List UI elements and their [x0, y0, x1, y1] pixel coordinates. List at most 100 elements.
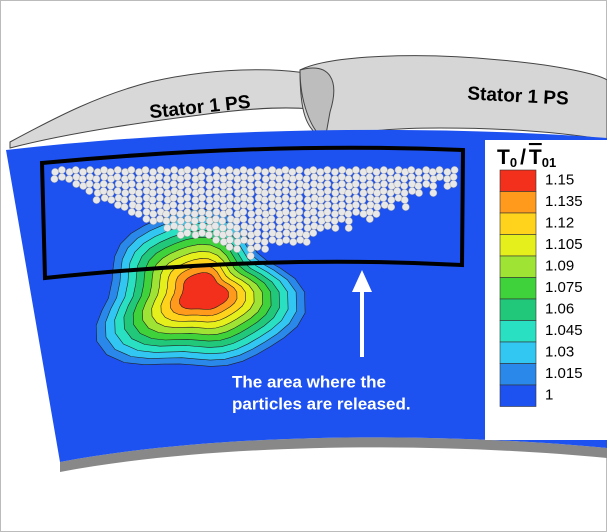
- particle: [275, 224, 284, 232]
- particle: [183, 194, 192, 202]
- particle: [100, 166, 108, 174]
- particle: [352, 173, 361, 181]
- particle: [338, 208, 346, 216]
- particle: [218, 168, 227, 176]
- particle: [282, 229, 291, 237]
- legend-label: 1: [545, 387, 553, 404]
- particle: [359, 189, 368, 197]
- legend-label: 1.09: [545, 258, 574, 275]
- particle: [100, 173, 109, 181]
- particle: [127, 173, 136, 181]
- particle: [253, 243, 262, 251]
- particle: [239, 215, 248, 223]
- particle: [387, 196, 396, 204]
- particle: [260, 196, 269, 204]
- particle: [72, 180, 81, 188]
- particle: [331, 175, 339, 183]
- particle: [156, 187, 164, 195]
- particle: [359, 210, 368, 218]
- particle: [78, 175, 87, 183]
- particle: [225, 166, 234, 174]
- particle: [149, 168, 157, 176]
- particle: [240, 229, 248, 237]
- particle: [184, 222, 192, 230]
- particle: [310, 201, 318, 209]
- particle: [330, 217, 339, 225]
- particle: [156, 166, 165, 174]
- particle: [127, 208, 136, 216]
- particle: [169, 194, 178, 202]
- particle: [275, 168, 283, 176]
- particle: [163, 224, 172, 232]
- particle: [212, 166, 221, 174]
- particle: [120, 196, 129, 204]
- particle: [212, 187, 220, 195]
- particle: [372, 196, 381, 204]
- particle: [198, 229, 206, 237]
- particle: [169, 180, 178, 188]
- legend-swatch: [499, 234, 537, 257]
- particle: [183, 173, 192, 181]
- particle: [317, 210, 325, 218]
- particle: [183, 180, 192, 188]
- particle: [184, 187, 193, 195]
- particle: [246, 252, 255, 260]
- particle: [407, 166, 416, 174]
- particle: [92, 196, 101, 204]
- particle: [183, 229, 192, 237]
- particle: [198, 194, 207, 202]
- particle: [379, 194, 388, 202]
- particle: [310, 173, 319, 181]
- particle: [393, 180, 402, 188]
- annotation: The area where the: [232, 372, 386, 391]
- particle: [281, 194, 290, 202]
- particle: [401, 203, 410, 211]
- particle: [365, 166, 374, 174]
- particle: [239, 208, 248, 216]
- particle: [261, 175, 270, 183]
- particle: [414, 168, 423, 176]
- particle: [106, 182, 115, 190]
- particle: [337, 215, 346, 223]
- particle: [359, 182, 368, 190]
- particle: [212, 236, 220, 244]
- particle: [323, 173, 332, 181]
- particle: [267, 194, 276, 202]
- particle: [345, 196, 353, 204]
- particle: [233, 196, 241, 204]
- particle: [141, 166, 150, 174]
- particle: [449, 180, 458, 188]
- particle: [288, 182, 297, 190]
- particle: [393, 187, 402, 195]
- particle: [302, 182, 311, 190]
- particle: [359, 175, 367, 183]
- particle: [323, 208, 332, 216]
- particle: [365, 215, 374, 223]
- particle: [198, 201, 206, 209]
- particle: [296, 229, 304, 237]
- particle: [121, 189, 130, 197]
- particle: [219, 175, 228, 183]
- particle: [372, 210, 381, 218]
- particle: [296, 236, 305, 244]
- particle: [323, 222, 332, 230]
- particle: [268, 180, 277, 188]
- particle: [127, 166, 136, 174]
- particle: [246, 203, 255, 211]
- particle: [261, 245, 269, 253]
- particle: [183, 166, 192, 174]
- particle: [205, 175, 214, 183]
- particle: [260, 182, 269, 190]
- particle: [261, 231, 270, 239]
- particle: [337, 194, 346, 202]
- particle: [303, 217, 311, 225]
- particle: [289, 210, 297, 218]
- particle: [148, 203, 157, 211]
- particle: [162, 217, 171, 225]
- particle: [331, 210, 339, 218]
- particle: [295, 208, 304, 216]
- particle: [211, 222, 220, 230]
- stator-edge: [299, 67, 335, 141]
- particle: [135, 182, 144, 190]
- particle: [338, 173, 346, 181]
